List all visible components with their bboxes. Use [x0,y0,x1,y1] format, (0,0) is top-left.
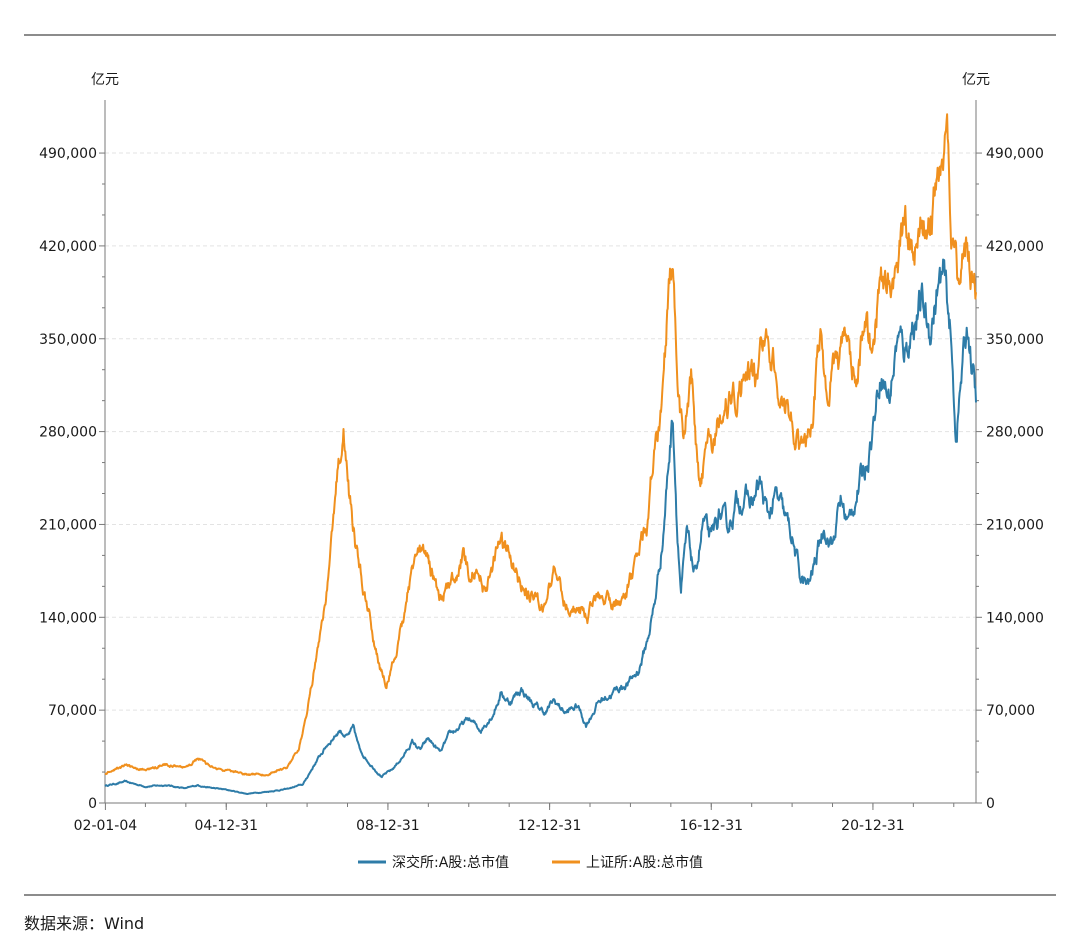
legend: 深交所:A股:总市值 上证所:A股:总市值 [358,854,703,871]
top-divider [24,34,1056,36]
y-tick-label-right: 280,000 [986,425,1044,441]
market-cap-chart: 0 70,000 140,000 210,000 280,000 350,000 420,0… [39,72,1044,871]
x-ticks: 02-01-04 04-12-31 08-12-31 12-12-31 16-12-31… [74,803,955,834]
left-y-ticks: 0 70,000 140,000 210,000 280,000 350,000 420,0… [39,146,105,812]
x-tick-label: 08-12-31 [356,818,420,834]
y-tick-label-right: 490,000 [986,146,1044,162]
x-tick-label: 02-01-04 [74,818,138,834]
y-tick-label-left: 70,000 [48,703,97,719]
x-tick-label: 04-12-31 [194,818,258,834]
axes [104,100,977,804]
right-unit-label: 亿元 [962,72,990,88]
y-tick-label-left: 210,000 [39,517,97,533]
series-line-2 [104,113,977,777]
y-tick-label-right: 70,000 [986,703,1035,719]
y-tick-label-left: 140,000 [39,610,97,626]
y-tick-label-right: 140,000 [986,610,1044,626]
y-tick-label-left: 280,000 [39,425,97,441]
y-tick-label-left: 420,000 [39,239,97,255]
legend-label-2: 上证所:A股:总市值 [586,854,703,871]
x-tick-label: 20-12-31 [841,818,905,834]
x-tick-label: 16-12-31 [679,818,743,834]
legend-label-1: 深交所:A股:总市值 [392,854,509,871]
x-tick-label: 12-12-31 [518,818,582,834]
right-y-ticks: 0 70,000 140,000 210,000 280,000 350,000 420,0… [976,146,1044,812]
y-tick-label-left: 0 [88,796,97,812]
y-tick-label-right: 0 [986,796,995,812]
bottom-divider [24,894,1056,896]
series-line-1 [104,258,977,795]
y-tick-label-left: 490,000 [39,146,97,162]
series-layer [104,113,977,795]
y-tick-label-right: 210,000 [986,517,1044,533]
y-tick-label-right: 420,000 [986,239,1044,255]
source-note: 数据来源：Wind [24,914,145,933]
left-unit-label: 亿元 [91,72,119,88]
y-tick-label-right: 350,000 [986,332,1044,348]
y-tick-label-left: 350,000 [39,332,97,348]
grid-lines [105,152,976,711]
